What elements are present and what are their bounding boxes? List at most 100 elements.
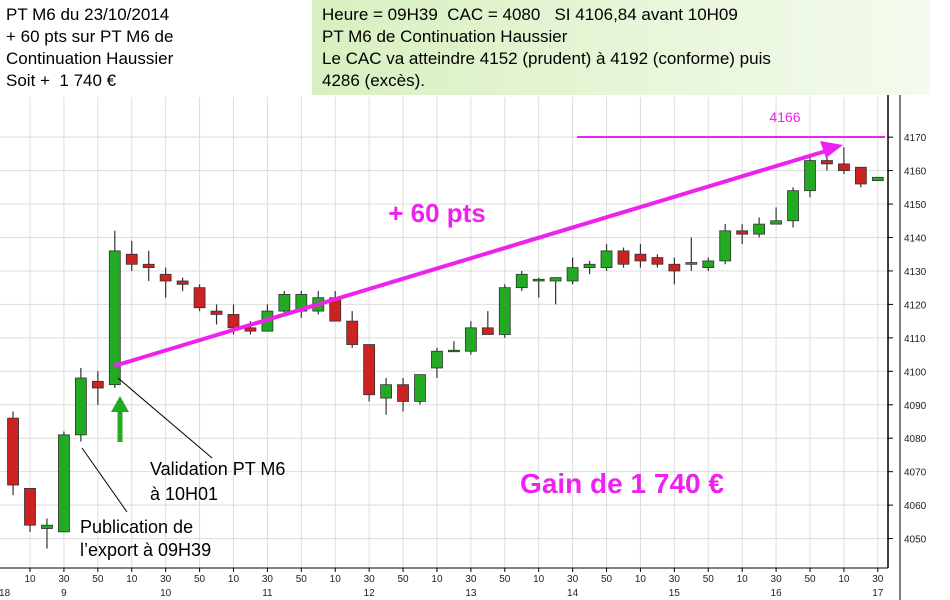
candle-body <box>583 263 596 269</box>
candle-body <box>702 260 715 269</box>
x-tick-label: 10 <box>228 574 240 585</box>
header-right-line: Heure = 09H39 CAC = 4080 SI 4106,84 avan… <box>322 5 738 24</box>
header-right-line: 4286 (excès). <box>322 71 425 90</box>
candle-body <box>515 273 528 289</box>
y-tick-label: 4070 <box>904 468 927 479</box>
x-tick-label: 10 <box>635 574 647 585</box>
y-tick-label: 4120 <box>904 300 927 311</box>
x-tick-label: 30 <box>364 574 376 585</box>
candle-body <box>448 349 460 353</box>
x-tick-label: 10 <box>24 574 36 585</box>
x-tick-label: 50 <box>194 574 206 585</box>
candle-body <box>753 223 766 235</box>
x-tick-label: 10 <box>431 574 443 585</box>
candle-body <box>464 327 477 352</box>
gain-points: + 60 pts <box>388 198 486 228</box>
candle-body <box>210 310 223 315</box>
candle-body <box>176 280 189 285</box>
callout-line <box>117 377 213 459</box>
candle-body <box>668 263 681 272</box>
candle-body <box>431 350 443 369</box>
y-tick-label: 4050 <box>904 535 927 546</box>
header-left-box <box>0 0 308 95</box>
y-tick-label: 4090 <box>904 401 927 412</box>
x-tick-label: 30 <box>262 574 274 585</box>
y-tick-label: 4110 <box>904 334 926 345</box>
x-tick-label: 30 <box>160 574 172 585</box>
x-major-tick-label: 17 <box>872 588 884 599</box>
header-right-box <box>312 0 930 95</box>
callout-line <box>81 447 128 513</box>
y-tick-label: 4170 <box>904 133 927 144</box>
candle-body <box>41 524 53 529</box>
x-tick-label: 50 <box>397 574 409 585</box>
header-right-line: PT M6 de Continuation Haussier <box>322 27 568 46</box>
gain-euros: Gain de 1 740 € <box>520 468 724 499</box>
candle-body <box>227 314 240 329</box>
x-tick-label: 10 <box>838 574 850 585</box>
candle-body <box>24 487 36 526</box>
x-tick-label: 50 <box>296 574 308 585</box>
candle-body <box>498 287 511 335</box>
x-tick-label: 30 <box>669 574 681 585</box>
x-major-tick-label: 11 <box>262 588 273 599</box>
signal-arrow-head <box>111 396 129 412</box>
candle-body <box>651 257 664 265</box>
x-major-tick-label: 10 <box>160 588 172 599</box>
candle-body <box>108 250 121 386</box>
candle-body <box>7 417 19 486</box>
candle-body <box>91 380 104 389</box>
arrow-head <box>820 141 843 158</box>
y-tick-label: 4150 <box>904 200 927 211</box>
x-major-tick-label: 14 <box>567 588 579 599</box>
y-tick-label: 4130 <box>904 267 927 278</box>
candle-body <box>58 434 70 533</box>
y-tick-label: 4060 <box>904 501 927 512</box>
x-tick-label: 50 <box>804 574 816 585</box>
candle-body <box>142 263 155 269</box>
callout-text: Publication de <box>80 517 193 537</box>
candle-body <box>634 253 647 262</box>
candle-body <box>159 273 172 282</box>
x-tick-label: 10 <box>533 574 545 585</box>
ticks: 4050 4060 4070 4080 4090 4100 4110 4120 4130 4140… <box>0 133 927 599</box>
x-major-tick-label: 13 <box>465 588 477 599</box>
x-major-tick-label: 9 <box>61 588 67 599</box>
callout-text: l’export à 09H39 <box>80 540 211 560</box>
x-major-tick-label: 16 <box>771 588 783 599</box>
header-left-line: PT M6 du 23/10/2014 <box>6 5 169 24</box>
candle-body <box>363 344 376 396</box>
x-tick-label: 30 <box>567 574 579 585</box>
x-tick-label: 30 <box>58 574 70 585</box>
candle-body <box>380 384 392 399</box>
candle-body <box>278 293 291 312</box>
x-tick-label: 30 <box>872 574 884 585</box>
candle-body <box>193 287 206 309</box>
candle-body <box>125 253 138 265</box>
trend-arrow <box>113 149 827 368</box>
y-tick-label: 4140 <box>904 233 927 244</box>
candle-body <box>685 262 698 265</box>
candle-body <box>854 166 867 185</box>
y-tick-label: 4100 <box>904 367 927 378</box>
callout-text: Validation PT M6 <box>150 459 285 479</box>
candle-body <box>821 160 833 165</box>
candle-body <box>397 384 409 402</box>
candle-body <box>481 327 494 335</box>
candle-body <box>532 278 545 282</box>
x-tick-label: 50 <box>92 574 104 585</box>
y-tick-label: 4160 <box>904 167 927 178</box>
x-tick-label: 10 <box>330 574 342 585</box>
x-tick-label: 10 <box>126 574 138 585</box>
candle-body <box>244 327 257 332</box>
candle-body <box>804 160 816 192</box>
candle-body <box>871 176 884 182</box>
candle-body <box>736 230 749 235</box>
candle-body <box>549 277 562 282</box>
callout-text: à 10H01 <box>150 484 218 504</box>
x-tick-label: 50 <box>601 574 613 585</box>
candle-body <box>414 374 426 402</box>
x-tick-label: 30 <box>465 574 477 585</box>
x-major-tick-label: 18 <box>0 588 11 599</box>
